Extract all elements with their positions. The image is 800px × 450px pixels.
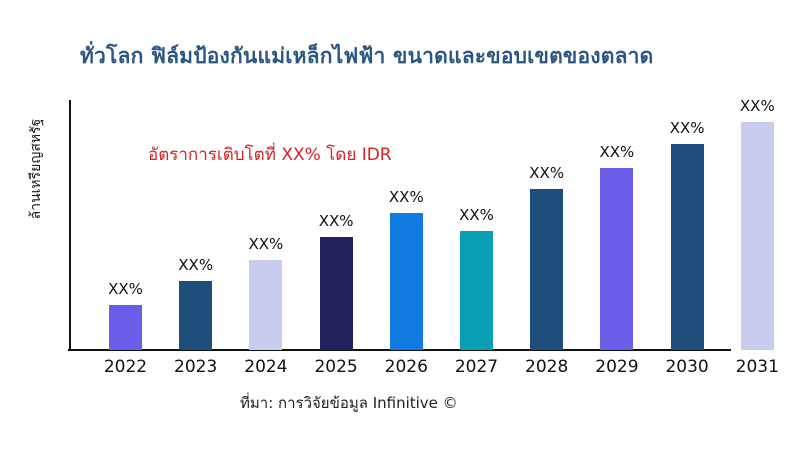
bar-2027 (460, 231, 493, 350)
bar-2022 (109, 305, 142, 350)
bar-2030 (670, 144, 704, 350)
x-tick-label-2030: 2030 (665, 357, 709, 377)
x-tick-label-2024: 2024 (244, 357, 288, 377)
bar-2024 (249, 260, 283, 350)
x-tick-label-2025: 2025 (314, 357, 358, 377)
source-note: ที่มา: การวิจัยข้อมูล Infinitive © (240, 394, 458, 412)
bar-2028 (530, 189, 564, 350)
bar-value-label-2026: XX% (388, 188, 424, 206)
bar-2025 (319, 237, 353, 350)
chart-title: ทั่วโลก ฟิล์มป้องกันแม่เหล็กไฟฟ้า ขนาดแล… (80, 44, 654, 68)
bar-value-label-2022: XX% (108, 280, 143, 298)
bar-value-label-2024: XX% (248, 235, 284, 253)
x-tick-label-2031: 2031 (735, 357, 779, 377)
bar-2031 (740, 122, 774, 350)
x-tick-label-2023: 2023 (174, 357, 218, 377)
bar-2023 (179, 281, 213, 350)
growth-rate-annotation: อัตราการเติบโตที่ XX% โดย IDR (148, 145, 392, 165)
x-tick-label-2028: 2028 (525, 357, 569, 377)
bar-2026 (389, 213, 423, 350)
bar-value-label-2028: XX% (529, 164, 565, 182)
bar-value-label-2029: XX% (599, 143, 635, 161)
bar-value-label-2025: XX% (318, 212, 354, 230)
bar-value-label-2030: XX% (669, 119, 705, 137)
x-tick-label-2026: 2026 (384, 357, 428, 377)
x-axis-line (68, 349, 731, 351)
bar-2029 (600, 168, 634, 350)
bar-value-label-2031: XX% (739, 97, 775, 115)
x-tick-label-2027: 2027 (454, 357, 499, 377)
y-axis-line (69, 100, 71, 351)
bar-value-label-2023: XX% (178, 256, 214, 274)
x-tick-label-2022: 2022 (103, 357, 148, 377)
x-tick-label-2029: 2029 (595, 357, 639, 377)
bar-value-label-2027: XX% (459, 206, 494, 224)
